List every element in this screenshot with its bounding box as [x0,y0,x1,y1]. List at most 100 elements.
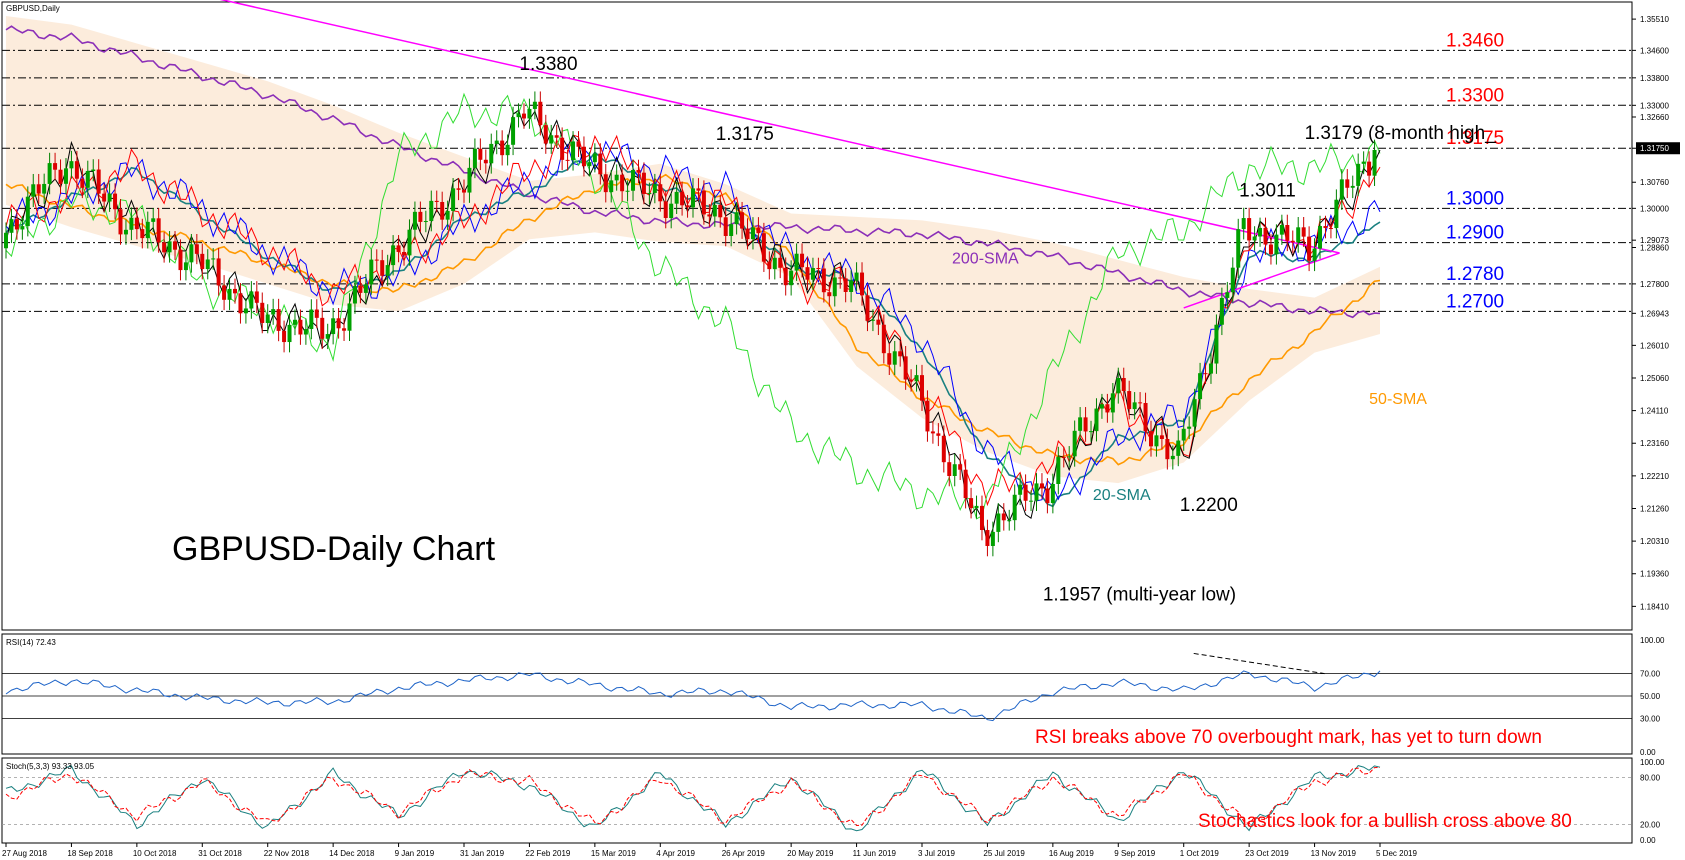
candle-body [680,191,685,206]
candle-body [756,227,761,234]
candle-body [1345,179,1350,188]
candle-body [641,172,646,194]
rsi-note: RSI breaks above 70 overbought mark, has… [1035,727,1542,748]
candle-body [969,498,974,509]
y-tick-label: 1.18410 [1640,602,1669,611]
candle-body [701,190,706,215]
candle-body [1361,161,1366,164]
candle-body [1225,292,1230,298]
x-tick-label: 31 Oct 2018 [198,849,242,858]
candle-body [761,233,766,262]
candle-body [1296,227,1301,243]
candle-body [778,257,783,268]
candle-body [216,258,221,286]
current-price-box [1636,142,1680,155]
level-label: 1.2700 [1446,291,1504,312]
candle-body [1072,430,1077,457]
candle-body [843,278,848,292]
sma-label: 200-SMA [952,250,1019,267]
candle-body [369,259,374,285]
x-tick-label: 27 Aug 2018 [2,849,47,858]
candle-body [489,143,494,164]
candle-body [723,217,728,236]
x-tick-label: 31 Jan 2019 [460,849,505,858]
y-tick-label: 1.30760 [1640,178,1669,187]
candle-body [74,161,79,179]
candle-body [805,267,810,280]
x-axis: 27 Aug 2018 18 Sep 2018 10 Oct 2018 31 Oct … [2,843,1417,858]
candle-body [320,317,325,339]
candle-body [1307,236,1312,261]
candle-body [96,169,101,194]
candle-body [140,229,145,239]
candle-body [1241,218,1246,230]
candle-body [1018,484,1023,495]
candle-body [1252,236,1257,241]
candle-body [996,513,1001,532]
candle-body [1192,399,1197,427]
candle-body [9,219,14,233]
candle-body [276,309,281,331]
candle-body [1067,456,1072,458]
rsi-trendline [1193,652,1325,675]
candle-body [123,229,128,235]
y-tick-label: 1.24110 [1640,407,1669,416]
candle-body [287,324,292,343]
candle-body [1219,297,1224,325]
candle-body [576,141,581,147]
stoch-tick-label: 20.00 [1640,820,1661,829]
candle-body [1116,377,1121,394]
candle-body [1285,225,1290,241]
candle-body [1159,435,1164,439]
candle-body [1012,494,1017,521]
candle-body [238,293,243,314]
candle-body [849,280,854,292]
candle-body [898,351,903,357]
rsi-tick-label: 70.00 [1640,670,1661,679]
stoch-tick-label: 80.00 [1640,774,1661,783]
x-tick-label: 18 Sep 2018 [67,849,113,858]
stoch-line [5,766,1381,827]
candle-body [1236,229,1241,268]
candle-body [472,148,477,168]
chart-title: GBPUSD-Daily Chart [172,530,496,568]
candle-body [543,125,548,144]
candle-body [53,163,58,170]
candle-body [298,319,303,335]
candle-body [336,318,341,329]
level-label: 1.3300 [1446,85,1504,106]
candle-body [920,375,924,401]
candle-body [1230,267,1235,293]
candle-body [745,228,750,240]
x-tick-label: 13 Nov 2019 [1311,849,1357,858]
x-tick-label: 26 Apr 2019 [722,849,766,858]
candle-body [1034,483,1039,501]
symbol-label: GBPUSD,Daily [6,4,60,13]
rsi-tick-label: 100.00 [1640,636,1665,645]
candle-body [102,193,107,202]
candle-body [1208,363,1213,374]
level-label: 1.2900 [1446,223,1504,244]
candle-body [674,191,679,204]
candle-body [500,140,505,156]
candle-body [85,170,90,188]
candle-body [309,309,314,330]
candle-body [669,203,674,219]
candle-body [1198,373,1203,400]
candle-body [314,309,319,318]
cloud-area [6,16,1380,484]
candle-body [963,469,968,499]
series-line [5,25,1381,319]
candle-body [712,204,717,217]
y-tick-label: 1.28860 [1640,243,1669,252]
candle-body [145,221,150,239]
x-tick-label: 22 Nov 2018 [264,849,310,858]
candle-body [265,314,270,323]
candle-body [985,530,990,546]
sma-label: 20-SMA [1093,487,1151,504]
candle-body [990,531,995,546]
trend-line [219,0,1340,254]
candle-body [1099,404,1104,409]
candle-body [603,174,608,193]
candle-body [511,117,516,145]
